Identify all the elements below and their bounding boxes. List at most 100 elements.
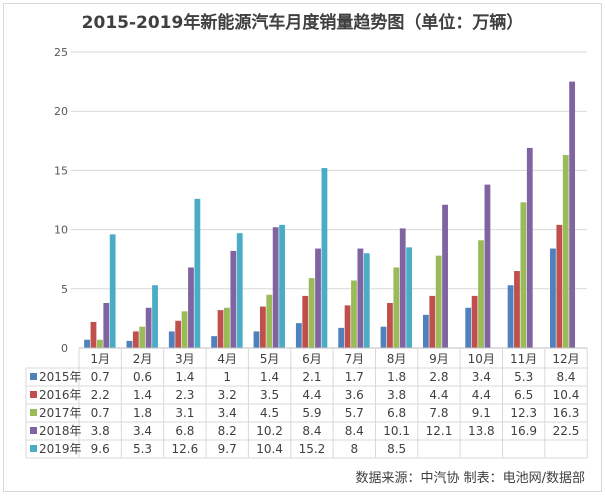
- table-cell-value: 3.1: [175, 406, 194, 420]
- x-tick-label: 3月: [175, 352, 195, 366]
- y-tick-label: 25: [54, 46, 68, 59]
- legend-swatch-2019年: [30, 445, 37, 452]
- table-cell-value: 4.5: [260, 406, 279, 420]
- x-tick-label: 8月: [387, 352, 407, 366]
- x-tick-label: 10月: [468, 352, 495, 366]
- bar-2019年-1月: [109, 234, 116, 348]
- x-tick-label: 7月: [344, 352, 364, 366]
- table-cell-value: 10.1: [383, 424, 410, 438]
- bar-2016年-5月: [259, 306, 266, 348]
- bar-2018年-5月: [272, 227, 279, 348]
- bar-2018年-9月: [442, 204, 448, 348]
- table-cell-value: 2.2: [91, 388, 110, 402]
- table-cell-value: 5.3: [133, 442, 152, 456]
- bar-2019年-7月: [363, 253, 370, 348]
- bar-2019年-5月: [279, 224, 285, 348]
- table-cell-value: 9.7: [218, 442, 237, 456]
- bar-2015年-6月: [295, 323, 302, 348]
- x-tick-label: 5月: [260, 352, 280, 366]
- table-cell-value: 2.3: [175, 388, 194, 402]
- table-cell-value: 3.5: [260, 388, 279, 402]
- table-cell-value: 12.3: [510, 406, 537, 420]
- legend-label: 2018年: [39, 424, 82, 438]
- bar-2015年-7月: [338, 327, 345, 348]
- bar-2015年-1月: [84, 339, 90, 348]
- table-cell-value: 9.1: [472, 406, 491, 420]
- bar-2018年-8月: [399, 228, 406, 348]
- bar-2016年-10月: [471, 295, 478, 348]
- table-cell-value: 6.8: [175, 424, 194, 438]
- bar-2018年-2月: [145, 307, 152, 348]
- table-cell-value: 10.4: [256, 442, 283, 456]
- legend-swatch-2015年: [30, 373, 37, 380]
- legend-swatch-2016年: [30, 391, 37, 398]
- bar-2015年-4月: [211, 336, 218, 348]
- bar-2016年-3月: [175, 320, 182, 348]
- table-cell-value: 15.2: [299, 442, 326, 456]
- x-tick-label: 1月: [90, 352, 110, 366]
- table-cell-value: 3.4: [472, 370, 491, 384]
- table-cell-value: 3.8: [387, 388, 406, 402]
- bar-2016年-7月: [344, 305, 351, 348]
- legend-label: 2019年: [39, 442, 82, 456]
- bar-2019年-8月: [406, 247, 413, 348]
- bar-2018年-1月: [103, 303, 110, 348]
- table-cell-value: 4.4: [472, 388, 491, 402]
- table-cell-value: 5.7: [345, 406, 364, 420]
- bar-2019年-6月: [321, 168, 328, 348]
- table-cell-value: 0.7: [91, 406, 110, 420]
- bar-2016年-2月: [132, 331, 139, 348]
- bar-2017年-6月: [308, 278, 315, 348]
- bar-2017年-1月: [96, 339, 103, 348]
- bar-2015年-5月: [253, 331, 260, 348]
- table-cell-value: 1.4: [133, 388, 152, 402]
- bar-2019年-2月: [152, 285, 158, 348]
- table-cell-value: 22.5: [553, 424, 580, 438]
- table-cell-value: 1: [223, 370, 231, 384]
- table-cell-value: 16.3: [553, 406, 580, 420]
- chart-border: [3, 3, 602, 492]
- bar-2018年-4月: [230, 250, 237, 348]
- table-cell-value: 13.8: [468, 424, 495, 438]
- bar-2015年-12月: [550, 248, 556, 348]
- bar-2017年-7月: [351, 280, 357, 348]
- x-tick-label: 2月: [133, 352, 153, 366]
- table-cell-value: 9.6: [91, 442, 110, 456]
- table-cell-value: 10.4: [553, 388, 580, 402]
- bar-2018年-3月: [188, 267, 194, 348]
- bar-2019年-3月: [194, 198, 201, 348]
- bar-2016年-4月: [217, 310, 224, 348]
- x-tick-label: 4月: [217, 352, 237, 366]
- bar-2019年-4月: [236, 233, 243, 348]
- bar-2015年-3月: [168, 331, 175, 348]
- table-cell-value: 1.8: [133, 406, 152, 420]
- bar-2017年-2月: [139, 326, 146, 348]
- table-cell-value: 3.2: [218, 388, 237, 402]
- bar-2017年-8月: [393, 267, 400, 348]
- table-cell-value: 3.4: [133, 424, 152, 438]
- x-tick-label: 6月: [302, 352, 322, 366]
- table-cell-value: 7.8: [429, 406, 448, 420]
- bar-2017年-10月: [478, 240, 484, 348]
- table-cell-value: 2.1: [302, 370, 321, 384]
- legend-swatch-2017年: [30, 409, 37, 416]
- table-cell-value: 5.9: [302, 406, 321, 420]
- bar-2018年-10月: [484, 184, 491, 348]
- bar-2017年-3月: [181, 311, 188, 348]
- data-source-note: 数据来源：中汽协 制表：电池网/数据部: [355, 471, 585, 486]
- bar-2017年-12月: [562, 155, 569, 348]
- bar-2015年-9月: [422, 314, 429, 348]
- bar-2016年-1月: [90, 321, 97, 348]
- legend-label: 2015年: [39, 370, 82, 384]
- table-cell-value: 8.2: [218, 424, 237, 438]
- table-cell-value: 8.4: [345, 424, 364, 438]
- bar-2018年-6月: [315, 248, 321, 348]
- table-cell-value: 8.4: [302, 424, 321, 438]
- bar-2017年-5月: [266, 294, 273, 348]
- bar-2015年-11月: [507, 285, 514, 348]
- legend-swatch-2018年: [30, 427, 37, 434]
- bar-2017年-11月: [520, 202, 527, 348]
- legend-label: 2017年: [39, 406, 82, 420]
- x-tick-label: 9月: [429, 352, 449, 366]
